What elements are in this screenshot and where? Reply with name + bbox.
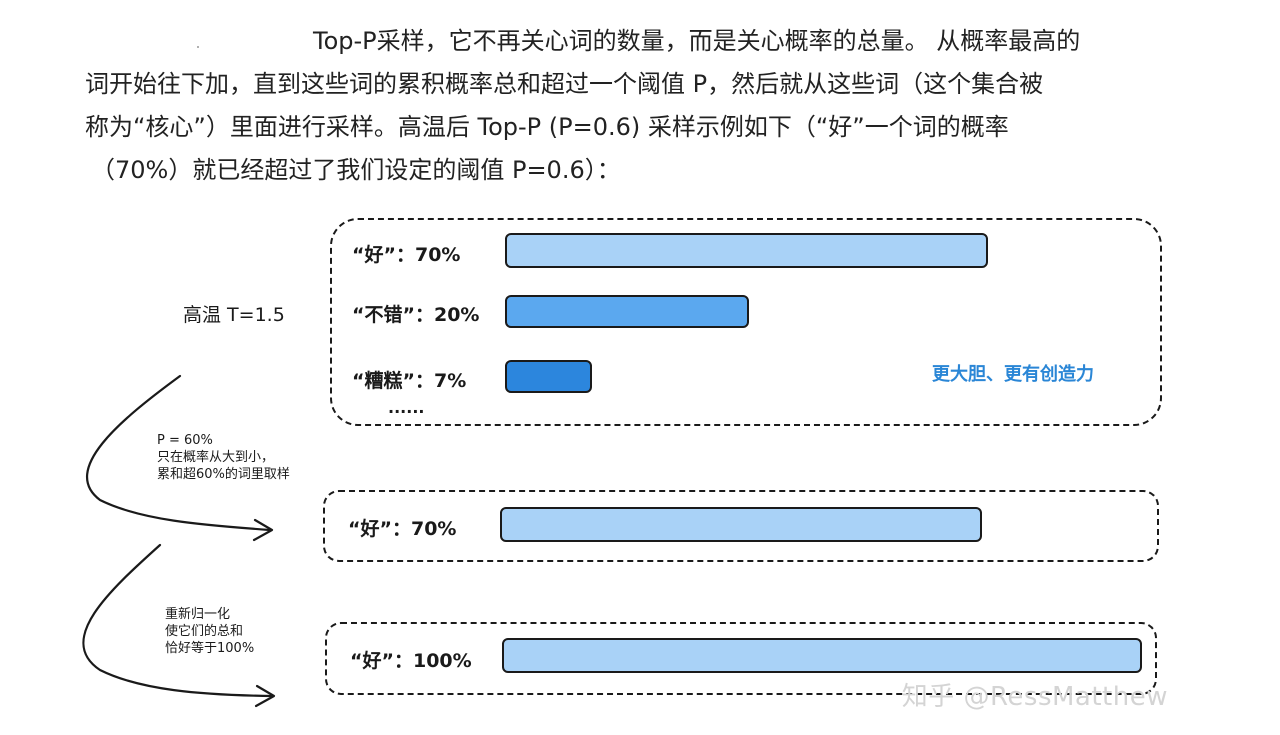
normalize-note: 重新归一化 使它们的总和 恰好等于100% [165,606,254,657]
arrow-1-curve [86,374,272,532]
normalize-note-line-3: 恰好等于100% [165,641,255,656]
step1-item-1-bar [505,233,988,268]
step2-box [323,490,1159,562]
topp-note-line-1: P = 60% [157,433,213,448]
step2-item-1-bar [500,507,982,542]
topp-note: P = 60% 只在概率从大到小， 累和超60%的词里取样 [157,432,290,483]
step1-item-3-label: “糟糕”：7% [352,370,467,392]
step1-item-1-label: “好”：70% [352,244,461,266]
step1-ellipsis: ...... [388,398,425,417]
explanation-paragraph: Top-P采样，它不再关心词的数量，而是关心概率的总量。 从概率最高的 词开始往… [85,20,1215,192]
step1-item-2-label: “不错”：20% [352,304,480,326]
arrow-1-head [252,518,274,542]
step2-item-1-label: “好”：70% [348,518,457,540]
watermark: 知乎 @RessMatthew [901,682,1168,712]
step1-box [330,218,1162,426]
step1-item-3-bar [505,360,592,393]
paragraph-line-1: Top-P采样，它不再关心词的数量，而是关心概率的总量。 从概率最高的 [313,27,1081,55]
step3-box [325,622,1157,695]
topp-note-line-3: 累和超60%的词里取样 [157,467,290,482]
normalize-note-line-2: 使它们的总和 [165,624,244,639]
arrow-2-curve [82,543,274,698]
step3-item-1-bar [502,638,1142,673]
step1-caption: 更大胆、更有创造力 [932,364,1094,385]
topp-note-line-2: 只在概率从大到小， [157,450,275,465]
temperature-label: 高温 T=1.5 [183,304,285,326]
normalize-note-line-1: 重新归一化 [165,607,231,622]
paragraph-line-4: （70%）就已经超过了我们设定的阈值 P=0.6）： [91,156,621,184]
paragraph-line-2: 词开始往下加，直到这些词的累积概率总和超过一个阈值 P，然后就从这些词（这个集合… [85,70,1044,98]
paragraph-line-3: 称为“核心”）里面进行采样。高温后 Top-P (P=0.6) 采样示例如下（“… [85,113,1009,141]
dot-mark [197,46,199,48]
step3-item-1-label: “好”：100% [350,650,472,672]
step1-item-2-bar [505,295,749,328]
arrow-2-head [254,684,276,708]
